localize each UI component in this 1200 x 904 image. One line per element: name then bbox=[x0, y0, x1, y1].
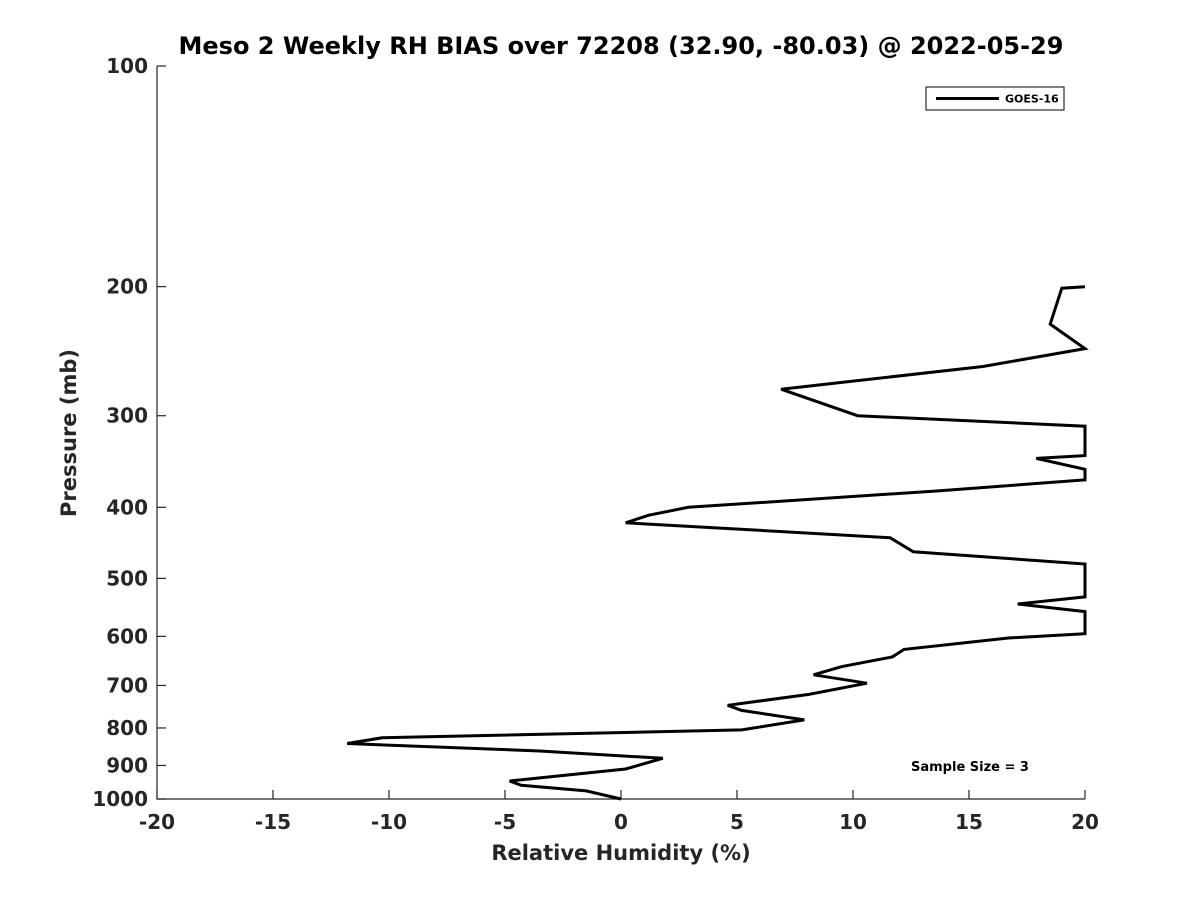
y-tick-label: 1000 bbox=[92, 787, 148, 811]
y-tick-label: 500 bbox=[106, 566, 148, 590]
y-tick-label: 200 bbox=[106, 275, 148, 299]
chart-title: Meso 2 Weekly RH BIAS over 72208 (32.90,… bbox=[179, 32, 1064, 60]
legend[interactable]: GOES-16 bbox=[925, 86, 1065, 111]
x-tick-label: 0 bbox=[614, 810, 628, 834]
x-tick-label: 20 bbox=[1071, 810, 1099, 834]
series-layer bbox=[346, 285, 1089, 801]
y-tick-label: 800 bbox=[106, 716, 148, 740]
y-tick-label: 400 bbox=[106, 495, 148, 519]
x-tick-label: -5 bbox=[494, 810, 516, 834]
y-axis-label: Pressure (mb) bbox=[57, 349, 81, 517]
x-tick-label: 15 bbox=[955, 810, 983, 834]
series-line-goes-16 bbox=[346, 285, 1089, 801]
legend-label: GOES-16 bbox=[1005, 93, 1059, 106]
y-tick-label: 700 bbox=[106, 673, 148, 697]
x-tick-label: -15 bbox=[255, 810, 291, 834]
x-tick-label: 5 bbox=[730, 810, 744, 834]
axes: -20 -15 -10 -5 0 5 10 15 20 100 200 300 400 500 600 700… bbox=[92, 54, 1099, 834]
y-tick-label: 100 bbox=[106, 54, 148, 78]
y-tick-label: 600 bbox=[106, 624, 148, 648]
x-tick-label: -10 bbox=[371, 810, 407, 834]
x-tick-label: 10 bbox=[839, 810, 867, 834]
y-tick-label: 300 bbox=[106, 404, 148, 428]
x-axis-label: Relative Humidity (%) bbox=[491, 841, 750, 865]
y-tick-label: 900 bbox=[106, 753, 148, 777]
sample-size-annotation: Sample Size = 3 bbox=[911, 760, 1029, 775]
x-tick-label: -20 bbox=[139, 810, 175, 834]
